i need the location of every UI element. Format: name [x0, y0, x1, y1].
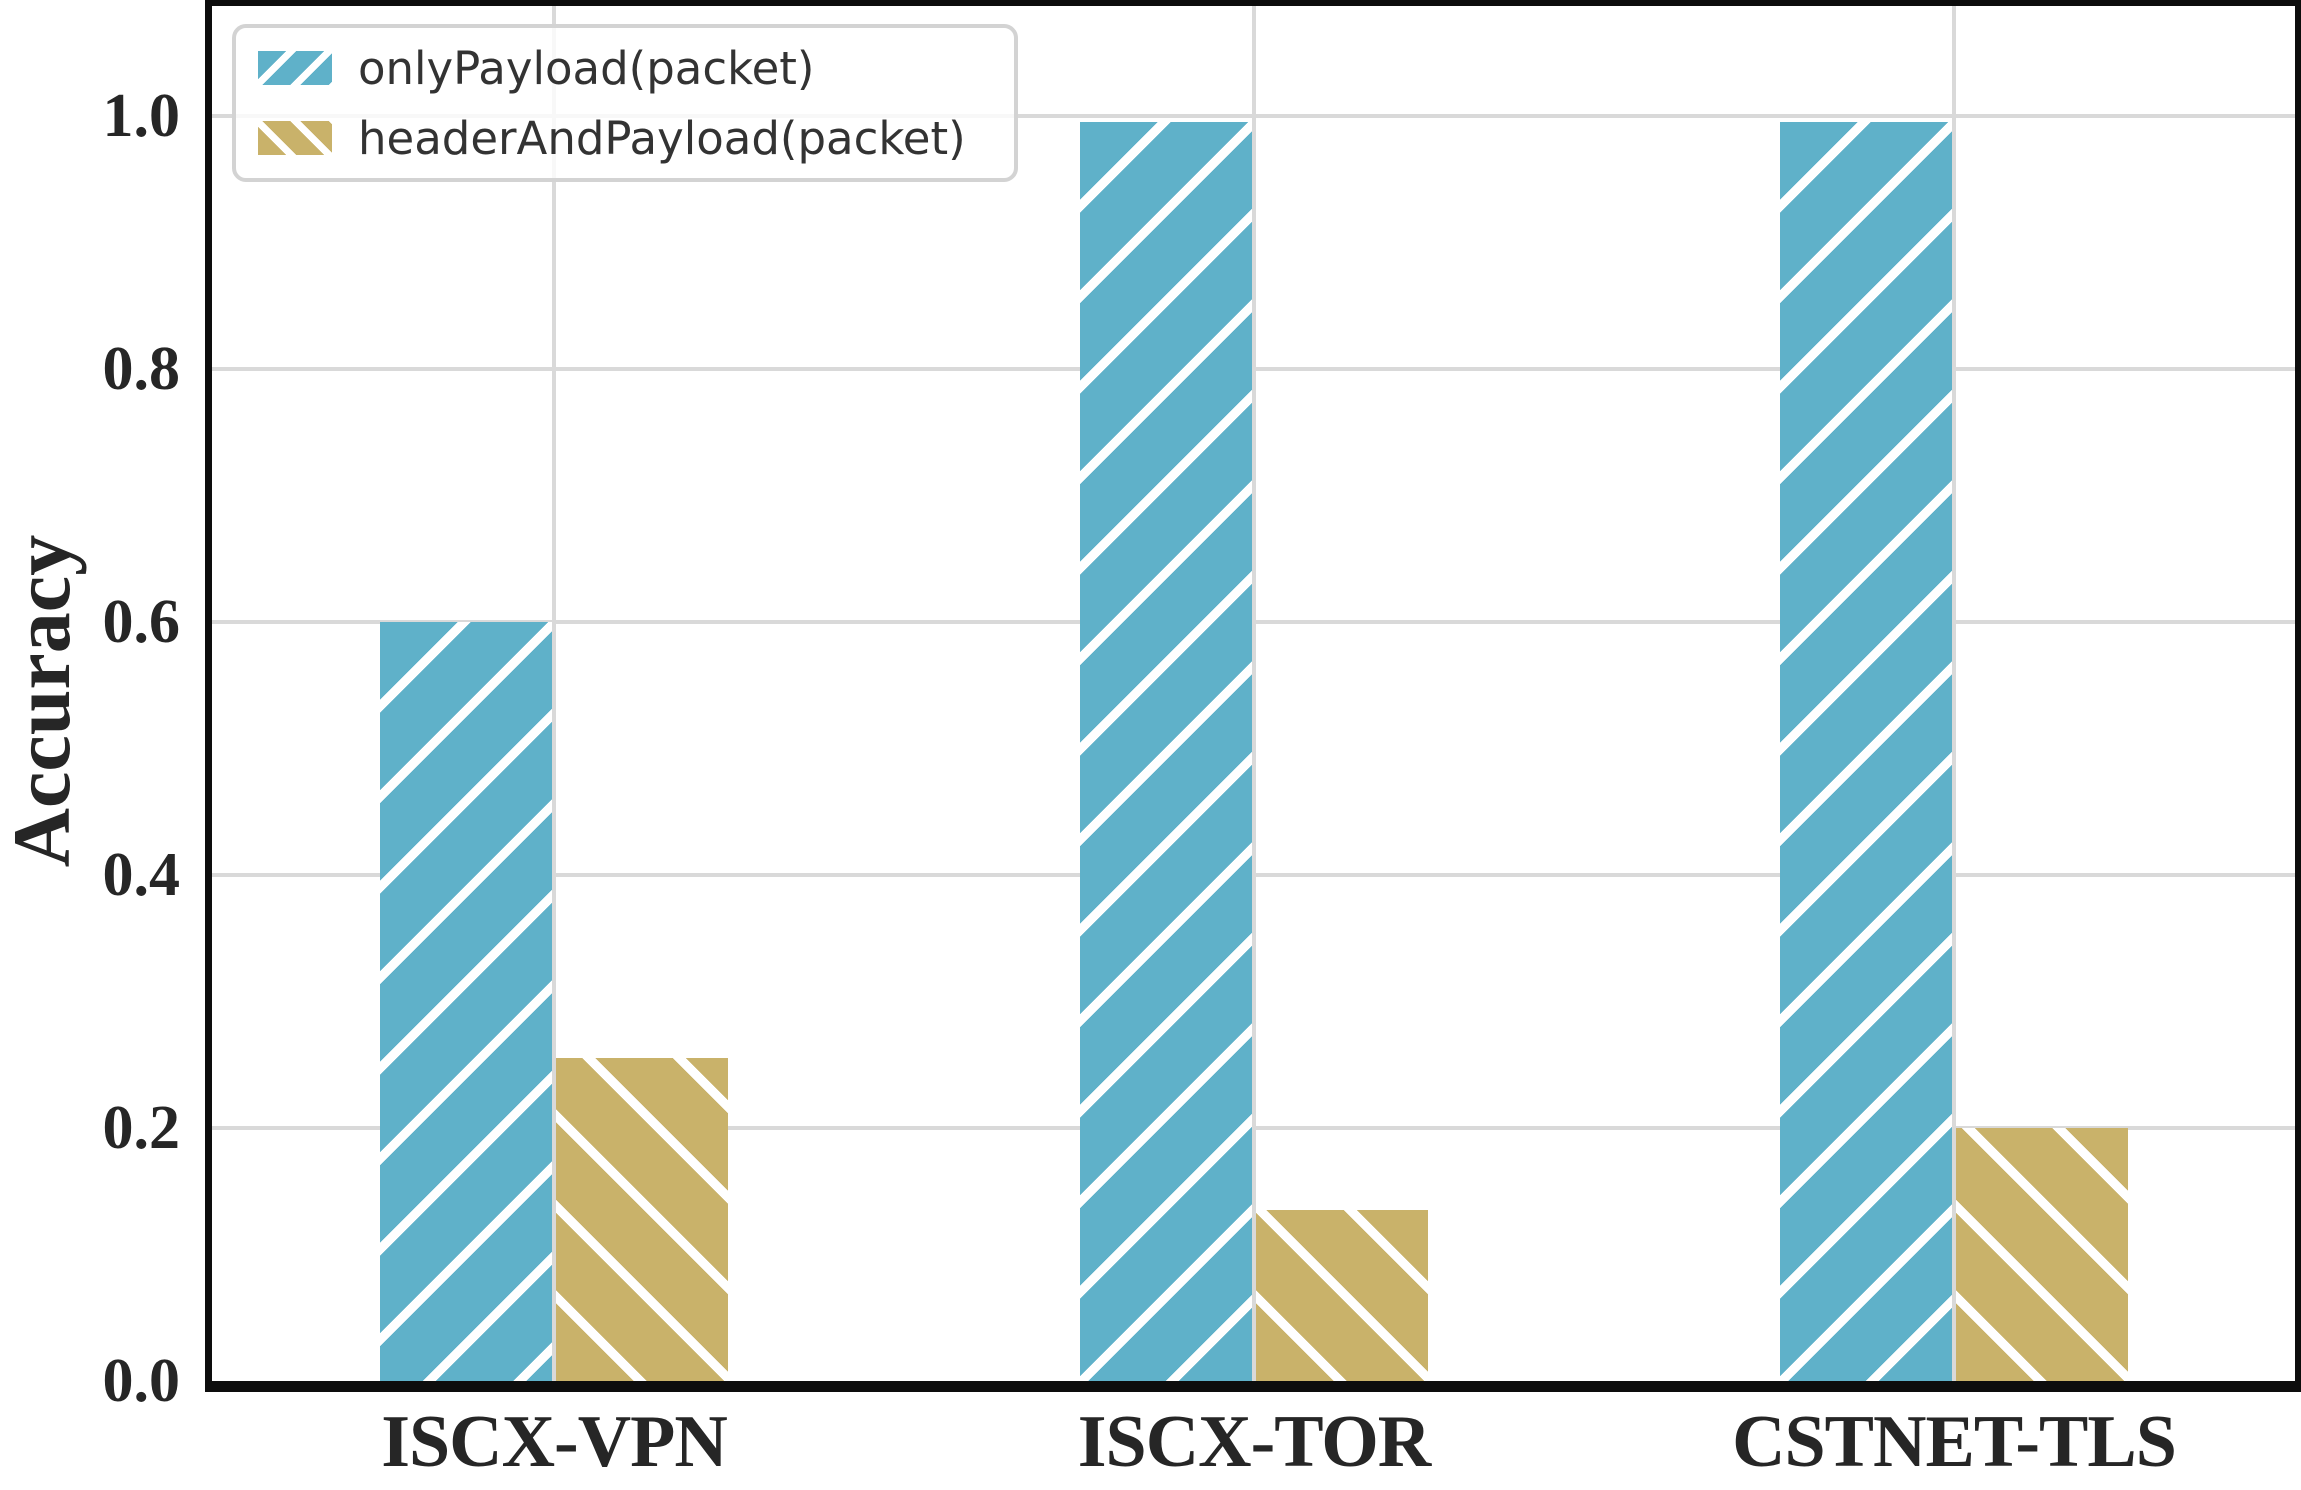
y-axis-title: Accuracy — [0, 534, 87, 868]
y-axis-tick-label-0.8: 0.8 — [102, 335, 181, 403]
y-axis-tick-label-0.4: 0.4 — [102, 841, 181, 909]
y-axis-tick-label-0.2: 0.2 — [102, 1094, 181, 1162]
gridline-vertical-ISCX-TOR — [1252, 6, 1256, 1381]
legend-swatch-headerAndPayload — [258, 121, 332, 155]
legend-box: onlyPayload(packet) headerAndPayload(pac… — [232, 24, 1018, 182]
bar-onlyPayload-packet--CSTNET-TLS — [1780, 122, 1952, 1381]
bar-headerAndPayload-packet--CSTNET-TLS — [1956, 1128, 2128, 1381]
x-axis-tick-label-CSTNET-TLS: CSTNET-TLS — [1732, 1401, 2177, 1483]
y-axis-tick-label-1.0: 1.0 — [102, 82, 181, 150]
x-axis-tick-label-ISCX-VPN: ISCX-VPN — [381, 1401, 728, 1483]
legend-item: headerAndPayload(packet) — [258, 116, 966, 161]
bar-onlyPayload-packet--ISCX-TOR — [1080, 122, 1252, 1381]
legend-label: onlyPayload(packet) — [358, 41, 815, 95]
bar-onlyPayload-packet--ISCX-VPN — [380, 622, 552, 1381]
legend-item: onlyPayload(packet) — [258, 46, 814, 91]
legend-swatch-onlyPayload — [258, 51, 332, 85]
y-axis-tick-label-0.0: 0.0 — [102, 1347, 181, 1415]
gridline-vertical-ISCX-VPN — [552, 6, 556, 1381]
bar-headerAndPayload-packet--ISCX-VPN — [556, 1058, 728, 1381]
bar-headerAndPayload-packet--ISCX-TOR — [1256, 1210, 1428, 1381]
plot-inner-area — [212, 6, 2295, 1381]
plot-area — [205, 0, 2301, 1392]
gridline-vertical-CSTNET-TLS — [1952, 6, 1956, 1381]
y-axis-tick-label-0.6: 0.6 — [102, 588, 181, 656]
x-axis-tick-label-ISCX-TOR: ISCX-TOR — [1077, 1401, 1432, 1483]
legend-label: headerAndPayload(packet) — [358, 111, 966, 165]
